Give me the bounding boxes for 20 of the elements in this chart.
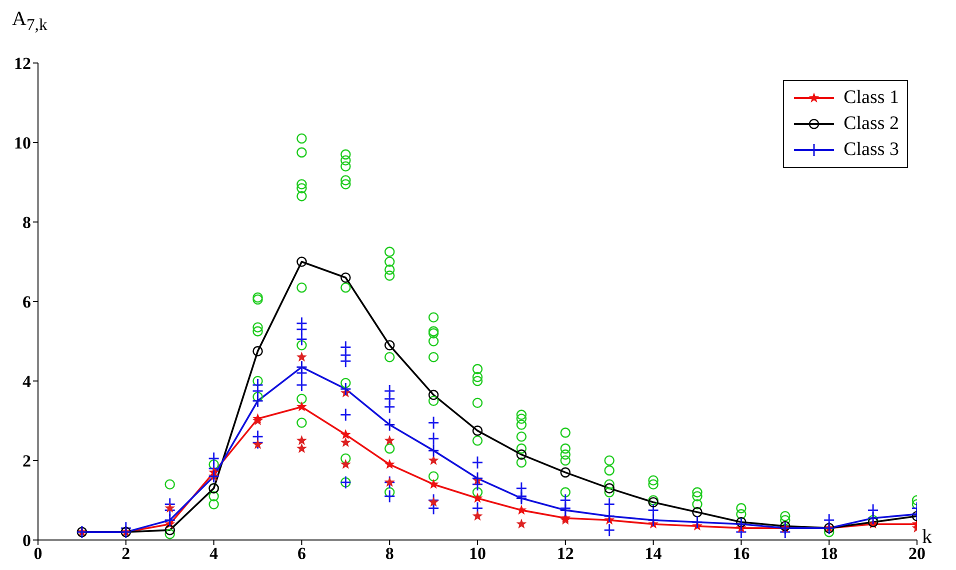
x-tick-label: 8: [385, 544, 394, 564]
y-tick-label: 6: [22, 292, 31, 312]
x-tick-label: 16: [732, 544, 750, 564]
legend-label: Class 1: [844, 86, 899, 110]
legend-label: Class 3: [844, 138, 899, 162]
x-tick-label: 4: [210, 544, 219, 564]
x-tick-label: 6: [297, 544, 306, 564]
y-tick-label: 2: [22, 452, 31, 471]
y-tick-label: 12: [14, 54, 31, 74]
legend-label: Class 2: [844, 112, 899, 136]
x-tick-label: 14: [644, 544, 662, 564]
x-tick-label: 10: [469, 544, 486, 564]
x-tick-label: 2: [122, 544, 130, 564]
y-tick-label: 8: [22, 213, 31, 232]
x-tick-label: 18: [820, 544, 838, 564]
y-tick-label: 4: [22, 372, 32, 392]
y-tick-label: 10: [14, 134, 31, 153]
x-tick-label: 12: [556, 544, 574, 564]
y-tick-label: 0: [22, 531, 31, 550]
y-axis-title: A$_{7,k}$: [12, 8, 48, 35]
